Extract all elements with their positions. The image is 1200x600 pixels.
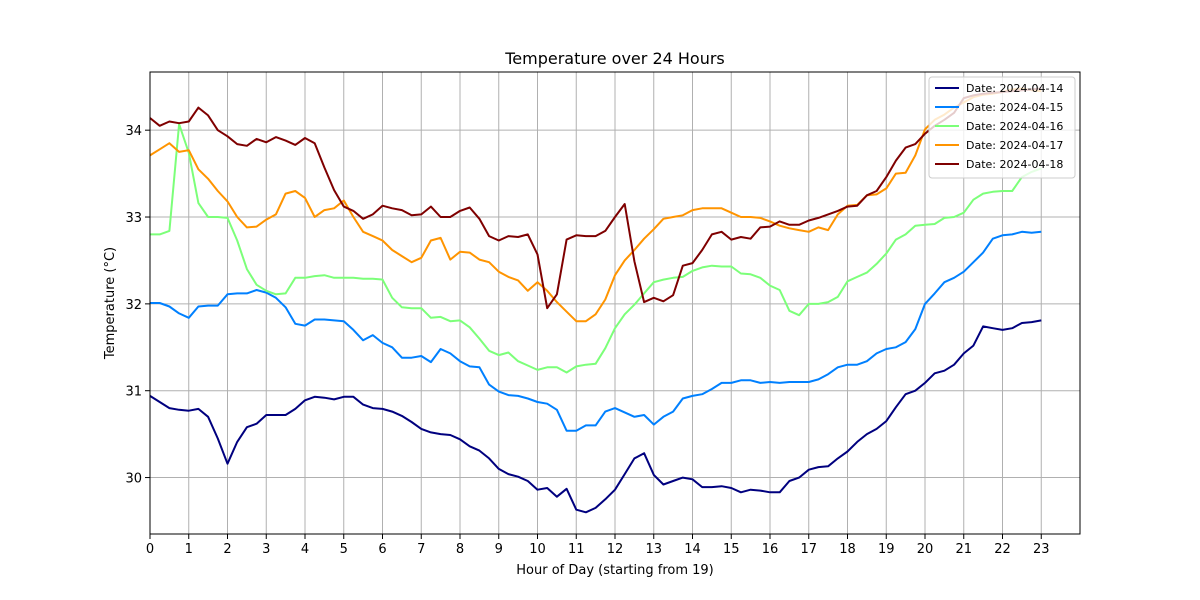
legend: Date: 2024-04-14 Date: 2024-04-15 Date: 20…	[928, 76, 1076, 179]
x-tick-label: 9	[495, 542, 503, 557]
x-tick-label: 15	[723, 542, 740, 557]
series-lines	[149, 87, 1042, 514]
x-tick-label: 16	[762, 542, 779, 557]
x-tick-label: 3	[262, 542, 270, 557]
x-tick-label: 7	[417, 542, 425, 557]
legend-entry: Date: 2024-04-17	[966, 139, 1063, 152]
x-tick-label: 20	[917, 542, 934, 557]
x-axis: 0 1 2 3 4 5 6 7 8 9 10 11 12 13 14 15 16 17 18 19 20 21 22 23	[146, 534, 1050, 557]
y-axis: 30 31 32 33 34	[125, 124, 150, 487]
legend-entry: Date: 2024-04-14	[966, 82, 1063, 95]
legend-entry: Date: 2024-04-15	[966, 101, 1063, 114]
x-tick-label: 14	[684, 542, 701, 557]
x-tick-label: 8	[456, 542, 464, 557]
x-tick-label: 19	[878, 542, 895, 557]
x-tick-label: 23	[1033, 542, 1050, 557]
x-tick-label: 6	[378, 542, 386, 557]
legend-entry: Date: 2024-04-16	[966, 120, 1063, 133]
x-tick-label: 1	[185, 542, 193, 557]
x-tick-label: 21	[955, 542, 972, 557]
y-tick-label: 30	[125, 472, 142, 487]
x-tick-label: 12	[607, 542, 624, 557]
series-line-2	[150, 230, 1042, 432]
y-tick-label: 32	[125, 298, 142, 313]
x-tick-label: 11	[568, 542, 585, 557]
x-tick-label: 2	[223, 542, 231, 557]
series-line-5	[149, 87, 1042, 310]
x-tick-label: 4	[301, 542, 309, 557]
x-tick-label: 10	[529, 542, 546, 557]
series-line-4	[149, 87, 1042, 323]
y-tick-label: 33	[125, 211, 142, 226]
x-axis-label: Hour of Day (starting from 19)	[516, 563, 714, 578]
y-tick-label: 34	[125, 124, 142, 139]
x-tick-label: 17	[800, 542, 817, 557]
series-line-1	[149, 319, 1042, 514]
x-tick-label: 13	[645, 542, 662, 557]
x-tick-label: 0	[146, 542, 154, 557]
y-tick-label: 31	[125, 385, 142, 400]
series-line-3	[150, 123, 1042, 374]
chart-title: Temperature over 24 Hours	[504, 49, 725, 68]
legend-box	[928, 76, 1076, 179]
x-tick-label: 22	[994, 542, 1011, 557]
x-tick-label: 18	[839, 542, 856, 557]
legend-entry: Date: 2024-04-18	[966, 158, 1063, 171]
x-tick-label: 5	[340, 542, 348, 557]
y-axis-label: Temperature (°C)	[103, 247, 118, 360]
